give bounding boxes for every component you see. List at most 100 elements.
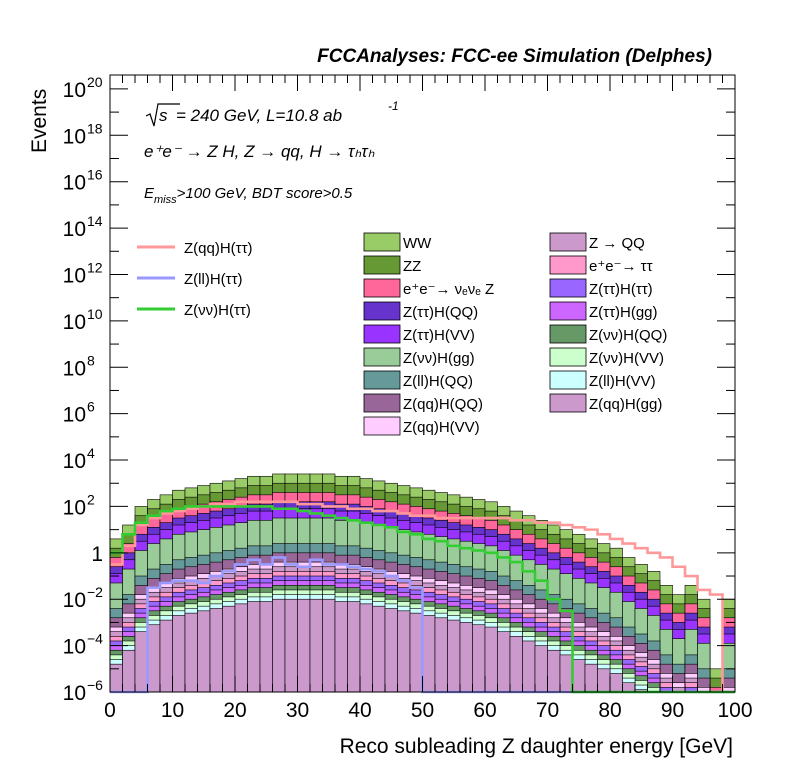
stack-bar — [159, 619, 173, 693]
stack-bar — [497, 631, 511, 693]
stack-bar — [259, 601, 273, 693]
stack-layer — [109, 598, 648, 693]
legend-entry: Z(qq)H(gg) — [589, 396, 662, 413]
chart-title: FCCAnalyses: FCC-ee Simulation (Delphes) — [317, 46, 712, 67]
stack-bar — [384, 608, 398, 693]
stack-bar — [609, 673, 623, 693]
y-tick-exponent: 14 — [87, 213, 103, 229]
stack-bar — [197, 610, 211, 693]
legend-entry: Z(qq)H(QQ) — [403, 396, 483, 413]
stack-bar — [322, 598, 336, 693]
y-tick-label: 10 — [63, 496, 86, 519]
legend-entry: Z(νν)H(gg) — [403, 350, 475, 367]
y-tick-label: 1 — [91, 543, 103, 566]
stack-bar — [409, 612, 423, 693]
stack-bar — [297, 598, 311, 693]
stack-bar — [309, 598, 323, 693]
stack-bar — [222, 605, 236, 693]
x-tick-label: 50 — [411, 699, 434, 722]
legend-entry: e⁺e⁻→ νₑνₑ Z — [403, 281, 494, 298]
x-tick-label: 100 — [717, 699, 752, 722]
y-tick-exponent: 10 — [87, 306, 103, 322]
stack-bar — [484, 626, 498, 693]
stack-bar — [509, 636, 523, 693]
stack-bar — [597, 668, 611, 693]
legend-entry: Z(ττ)H(VV) — [403, 327, 475, 344]
stack-bar — [534, 645, 548, 693]
legend-fill-swatch — [549, 370, 587, 390]
legend-fill-swatch — [363, 301, 401, 321]
energy-lumi-label: = 240 GeV, L=10.8 ab — [176, 106, 342, 125]
annotation-process: e⁺e⁻ → Z H, Z → qq, H → τₕτₕ — [144, 142, 375, 161]
stack-bar — [522, 640, 536, 693]
lumi-exponent: -1 — [388, 99, 399, 113]
x-tick-label: 0 — [104, 699, 116, 722]
y-tick-exponent: −6 — [87, 677, 103, 693]
stack-bar — [422, 615, 436, 693]
legend-fill-swatch — [363, 324, 401, 344]
x-tick-label: 80 — [598, 699, 621, 722]
legend-fill-swatch — [549, 324, 587, 344]
legend-fill-swatch — [549, 278, 587, 298]
legend-entry: Z(ττ)H(gg) — [589, 304, 658, 321]
legend-fill-swatch — [549, 347, 587, 367]
legend-entry: Z(ττ)H(ττ) — [589, 281, 653, 298]
stack-bar — [347, 601, 361, 693]
stack-bar — [459, 622, 473, 693]
legend-fill-swatch — [363, 370, 401, 390]
legend-fill-swatch — [363, 416, 401, 436]
stack-bar — [134, 631, 148, 693]
legend-entry: Z(νν)H(QQ) — [589, 327, 667, 344]
stack-bar — [234, 603, 248, 693]
legend-entry: ZZ — [403, 258, 421, 275]
stack-bar — [572, 659, 586, 693]
y-tick-label: 10 — [63, 218, 86, 241]
legend-entry: Z(ll)H(ττ) — [184, 271, 243, 288]
stack-bar — [184, 612, 198, 693]
stack-bar — [372, 605, 386, 693]
x-tick-label: 70 — [536, 699, 559, 722]
legend-fill-swatch — [363, 393, 401, 413]
legend-entry: Z(ll)H(VV) — [589, 373, 656, 390]
x-tick-label: 90 — [661, 699, 684, 722]
stack-bar — [622, 682, 636, 693]
legend-fill-swatch — [549, 393, 587, 413]
y-tick-label: 10 — [63, 404, 86, 427]
stack-bar — [147, 624, 161, 693]
y-tick-label: 10 — [63, 79, 86, 102]
y-axis-label: Events — [28, 89, 51, 153]
x-tick-label: 60 — [473, 699, 496, 722]
annotation-energy: s = 240 GeV, L=10.8 ab -1 — [145, 99, 399, 127]
stack-bar — [272, 598, 286, 693]
legend-fill-swatch — [549, 301, 587, 321]
stack-bar — [334, 601, 348, 693]
legend-fill-swatch — [363, 255, 401, 275]
y-tick-label: 10 — [63, 172, 86, 195]
y-tick-exponent: 6 — [87, 399, 95, 415]
y-tick-exponent: 20 — [87, 74, 103, 90]
legend-entry: WW — [403, 235, 432, 252]
legend-fill-swatch — [549, 255, 587, 275]
legend-entry: Z(ττ)H(QQ) — [403, 304, 478, 321]
annotation-cuts: Emiss>100 GeV, BDT score>0.5 — [144, 185, 353, 206]
x-tick-label: 10 — [161, 699, 184, 722]
legend-entry: Z → QQ — [589, 235, 645, 252]
y-tick-exponent: 12 — [87, 259, 103, 275]
y-tick-exponent: 18 — [87, 120, 103, 136]
stack-bar — [472, 624, 486, 693]
legend-entry: Z(νν)H(ττ) — [184, 302, 251, 319]
stack-bar — [447, 619, 461, 693]
stack-bar — [584, 663, 598, 693]
sqrt-s-label: s — [159, 106, 168, 125]
y-tick-label: 10 — [63, 357, 86, 380]
x-tick-label: 20 — [223, 699, 246, 722]
legend-entry: Z(νν)H(VV) — [589, 350, 664, 367]
x-axis-label: Reco subleading Z daughter energy [GeV] — [340, 735, 733, 758]
y-tick-exponent: −2 — [87, 584, 103, 600]
legend: Z(qq)H(ττ) Z(ll)H(ττ) Z(νν)H(ττ) WW ZZ e⁺e⁻→ … — [137, 232, 667, 436]
stack-bar — [172, 615, 186, 693]
x-tick-label: 30 — [286, 699, 309, 722]
y-tick-label: 10 — [63, 311, 86, 334]
